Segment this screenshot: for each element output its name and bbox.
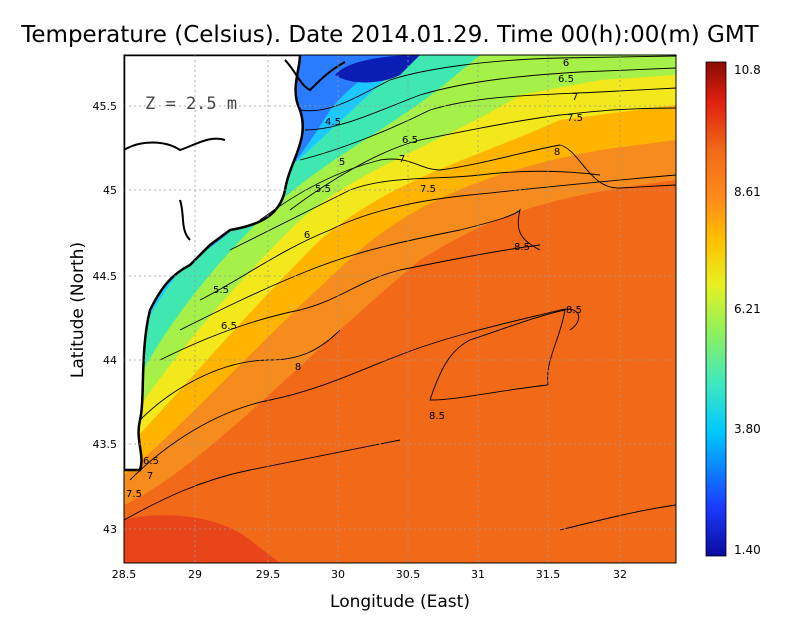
y-tick-label: 43.5 <box>93 438 118 451</box>
colorbar-label: 6.21 <box>734 302 761 316</box>
y-tick-label: 44 <box>103 354 117 367</box>
contour-label: 5.5 <box>213 285 229 296</box>
x-tick-label: 31 <box>471 568 485 581</box>
contour-label: 8.5 <box>566 305 582 316</box>
y-ticks: 43 43.5 44 44.5 45 45.5 <box>93 100 118 536</box>
contour-label: 6 <box>304 230 310 241</box>
x-tick-label: 28.5 <box>112 568 137 581</box>
colorbar-bar <box>705 61 727 557</box>
map-title: Temperature (Celsius). Date 2014.01.29. … <box>20 22 759 48</box>
warm-patch-fill <box>124 515 280 563</box>
contour-label: 7 <box>399 154 405 165</box>
y-tick-label: 45 <box>103 184 117 197</box>
y-tick-label: 45.5 <box>93 100 118 113</box>
coast-detail-1 <box>124 137 226 152</box>
x-tick-label: 29.5 <box>256 568 281 581</box>
x-axis-label: Longitude (East) <box>330 592 470 612</box>
colorbar-label: 1.40 <box>734 543 761 557</box>
plot-frame <box>123 54 677 564</box>
contour-label: 8 <box>554 147 560 158</box>
contour-label: 7.5 <box>126 489 142 500</box>
colorbar: 10.8 8.61 6.21 3.80 1.40 <box>705 61 761 557</box>
contour-label: 8 <box>295 362 301 373</box>
contour-label: 6.5 <box>221 321 237 332</box>
contour-label-group: 6 6.5 7 7.5 4.5 6.5 7 8 5 5.5 7.5 6 8.5 … <box>126 58 583 500</box>
x-tick-label: 30 <box>331 568 345 581</box>
contour-label: 6 <box>563 58 569 69</box>
coast-detail-3 <box>284 59 346 92</box>
colorbar-label: 3.80 <box>734 422 761 436</box>
contour-label: 5.5 <box>315 184 331 195</box>
contour-label: 5 <box>339 157 345 168</box>
contour-label: 6.5 <box>402 135 418 146</box>
x-tick-label: 31.5 <box>536 568 561 581</box>
contour-label: 6.5 <box>558 74 574 85</box>
gridlines <box>124 55 676 563</box>
contour-label: 7 <box>147 471 153 482</box>
colorbar-label: 8.61 <box>734 185 761 199</box>
y-axis-label: Latitude (North) <box>68 242 88 378</box>
contour-label: 6.5 <box>143 456 159 467</box>
contour-label: 8.5 <box>429 411 445 422</box>
coast-detail-2 <box>179 199 191 241</box>
x-tick-label: 32 <box>613 568 627 581</box>
x-ticks: 28.5 29 29.5 30 30.5 31 31.5 32 <box>112 568 627 581</box>
contour-label: 7.5 <box>420 184 436 195</box>
colorbar-label: 10.8 <box>734 63 761 77</box>
contour-label: 4.5 <box>325 117 341 128</box>
contour-label: 7 <box>572 92 578 103</box>
y-tick-label: 43 <box>103 523 117 536</box>
contour-label: 7.5 <box>567 113 583 124</box>
x-tick-label: 29 <box>188 568 202 581</box>
contour-label: 8.5 <box>514 242 530 253</box>
plot-area: 6 6.5 7 7.5 4.5 6.5 7 8 5 5.5 7.5 6 8.5 … <box>124 55 676 563</box>
contour-lines <box>124 55 676 531</box>
y-tick-label: 44.5 <box>93 270 118 283</box>
band-deepblue <box>335 55 420 83</box>
depth-label: Z = 2.5 m <box>145 94 237 114</box>
x-tick-label: 30.5 <box>396 568 421 581</box>
